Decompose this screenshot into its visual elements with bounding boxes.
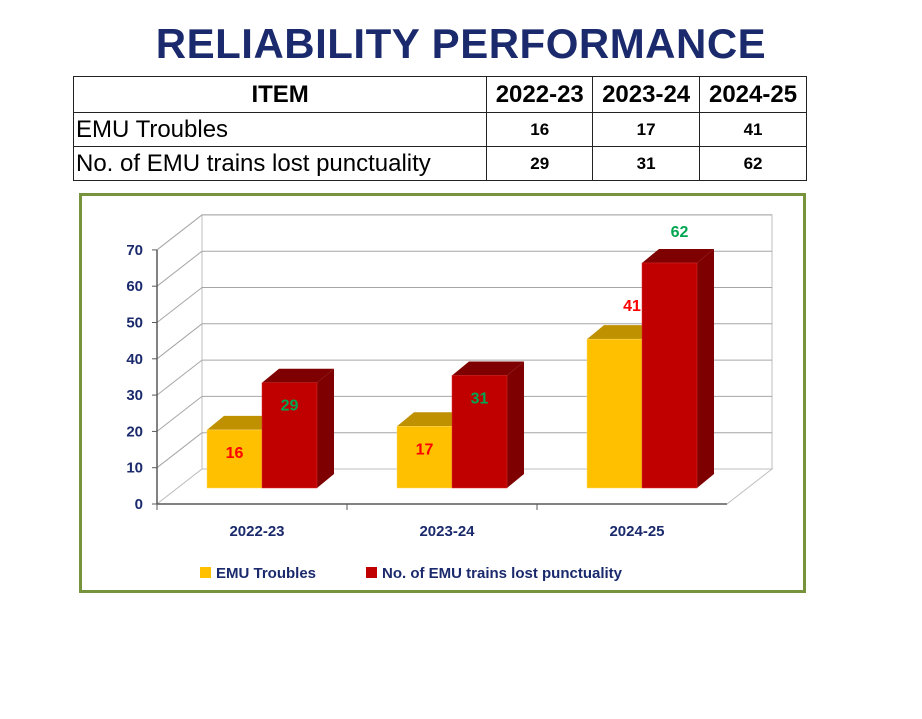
y-tick-label: 30: [126, 387, 143, 404]
header-2023-24: 2023-24: [592, 76, 701, 113]
bar-no-of-emu-trains-lost-punctuality: [641, 262, 698, 489]
data-label: 41: [623, 298, 641, 315]
gridline: [156, 359, 203, 396]
chart-side-wall: [156, 213, 203, 506]
bar-side: [507, 361, 524, 488]
reliability-table: ITEM 2022-23 2023-24 2024-25 EMU Trouble…: [72, 76, 807, 181]
y-tick-label: 20: [126, 423, 143, 440]
bar-chart: 0 10 20 30 40 50 60 70 2022-23 16 29 2023-24 17 31 202…: [126, 213, 774, 582]
gridline: [156, 323, 203, 360]
y-tick-label: 70: [126, 242, 143, 259]
legend-label: EMU Troubles: [216, 565, 316, 582]
y-tick-label: 60: [126, 278, 143, 295]
table-header-row: ITEM 2022-23 2023-24 2024-25: [72, 76, 807, 113]
gridline: [156, 396, 203, 432]
y-tick-label: 10: [126, 460, 143, 477]
bar-top: [452, 361, 524, 376]
x-tick-label: 2024-25: [609, 523, 664, 540]
bar-top: [262, 368, 334, 383]
header-2024-25: 2024-25: [699, 76, 807, 113]
table-row: EMU Troubles 16 17 41: [72, 112, 807, 147]
table-cell: 16: [486, 112, 594, 147]
y-tick-label: 40: [126, 351, 143, 368]
gridline: [156, 214, 203, 251]
x-tick-label: 2022-23: [229, 523, 284, 540]
bar-emu-troubles: [586, 338, 643, 489]
table-cell: 41: [699, 112, 807, 147]
bar-top: [397, 412, 469, 427]
row-label: EMU Troubles: [72, 112, 488, 147]
gridline: [156, 250, 203, 287]
table-cell: 31: [592, 146, 701, 181]
bar-top: [587, 325, 659, 340]
bar-top: [207, 415, 279, 430]
bar-emu-troubles: [396, 426, 453, 489]
data-label: 17: [416, 441, 434, 458]
gridline: [156, 287, 203, 323]
row-label: No. of EMU trains lost punctuality: [72, 146, 488, 181]
y-tick-label: 0: [135, 496, 143, 513]
y-tick-label: 50: [126, 315, 143, 332]
bar-side: [697, 248, 714, 488]
legend-swatch: [366, 567, 377, 578]
table-cell: 62: [699, 146, 807, 181]
bar-no-of-emu-trains-lost-punctuality: [451, 375, 508, 489]
header-item: ITEM: [72, 76, 488, 113]
page-title: RELIABILITY PERFORMANCE: [155, 20, 767, 67]
chart-frame: 0 10 20 30 40 50 60 70 2022-23 16 29 2023-24 17 31 202…: [79, 193, 806, 593]
data-label: 29: [281, 398, 299, 415]
header-2022-23: 2022-23: [486, 76, 594, 113]
data-label: 62: [671, 224, 689, 241]
bar-top: [642, 248, 714, 263]
x-tick-label: 2023-24: [419, 523, 475, 540]
legend-swatch: [200, 567, 211, 578]
table-cell: 17: [592, 112, 701, 147]
legend-label: No. of EMU trains lost punctuality: [382, 565, 623, 582]
table-row: No. of EMU trains lost punctuality 29 31…: [72, 146, 807, 181]
data-label: 16: [226, 445, 244, 462]
table-cell: 29: [486, 146, 594, 181]
bar-no-of-emu-trains-lost-punctuality: [261, 382, 318, 489]
gridline: [156, 432, 203, 469]
data-label: 31: [471, 390, 489, 407]
bar-side: [317, 368, 334, 488]
